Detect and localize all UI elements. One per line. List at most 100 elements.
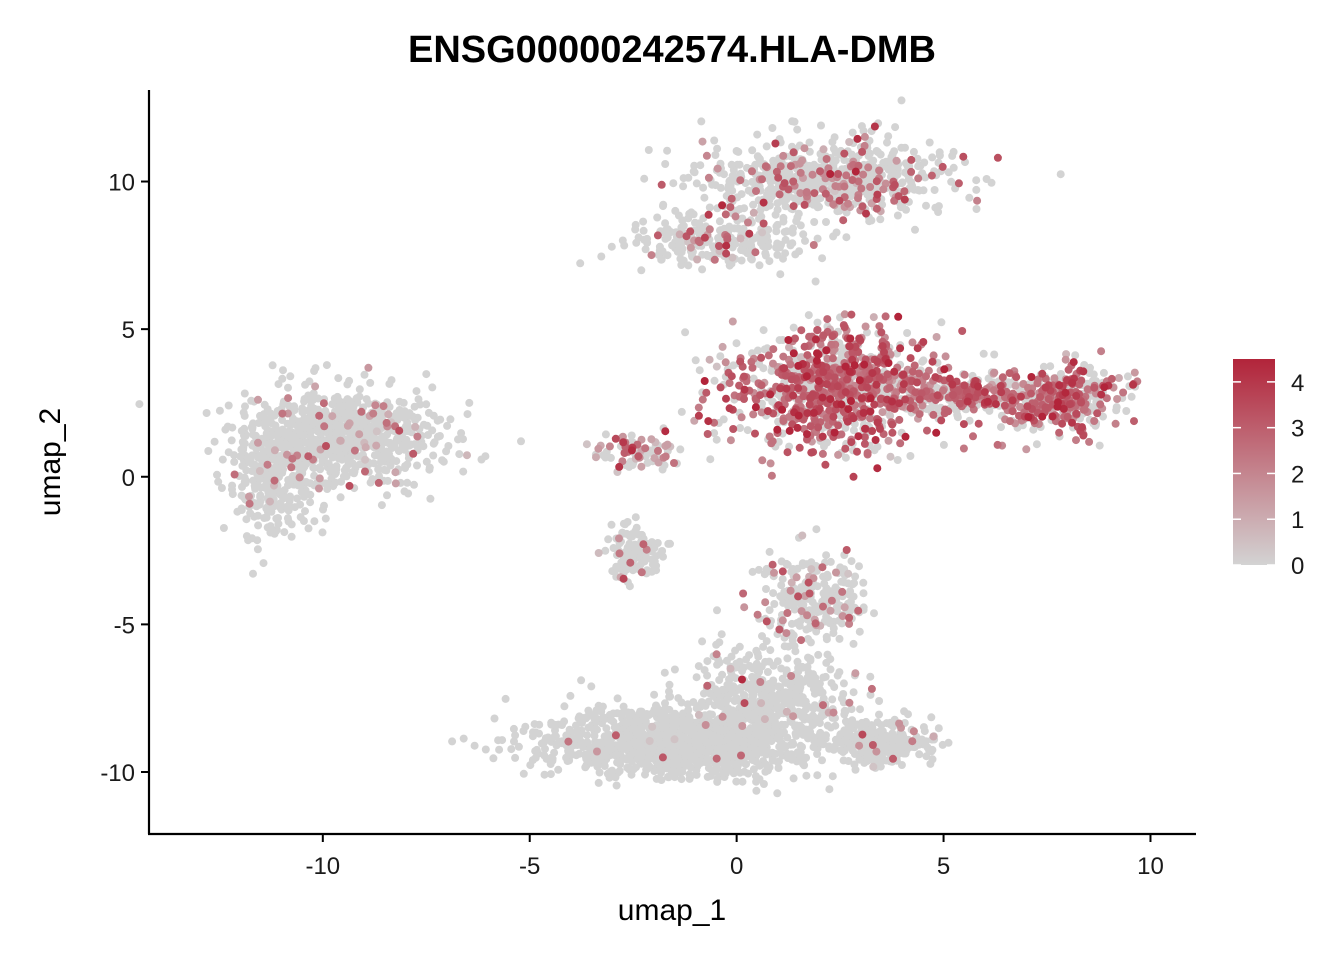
cell-point: [368, 475, 377, 484]
cell-point: [287, 440, 296, 449]
cell-point: [411, 422, 420, 431]
cell-point: [309, 463, 318, 472]
cell-point: [254, 395, 262, 404]
cell-point: [632, 238, 641, 247]
cell-point: [631, 513, 640, 522]
cell-point: [847, 150, 856, 159]
cell-point: [240, 389, 249, 398]
cell-point: [227, 436, 236, 445]
cell-point: [430, 438, 439, 447]
cell-point: [494, 736, 503, 745]
cell-point: [304, 524, 313, 533]
cell-point: [320, 501, 328, 510]
cell-point: [831, 182, 840, 191]
cell-point: [300, 492, 309, 501]
cell-point: [820, 579, 829, 588]
cell-point: [374, 465, 383, 474]
cell-point: [413, 432, 422, 441]
cell-point: [676, 445, 685, 454]
cell-point: [254, 453, 263, 462]
cell-point: [254, 419, 263, 427]
cell-point: [800, 144, 809, 153]
cell-point: [771, 210, 780, 219]
cell-point: [264, 445, 273, 454]
cell-point: [459, 467, 468, 476]
cell-point: [762, 637, 771, 646]
cell-point: [610, 723, 619, 732]
cell-point: [599, 713, 608, 722]
cell-point: [757, 662, 766, 671]
cell-point: [830, 683, 839, 691]
cell-point: [293, 494, 302, 503]
cell-point: [844, 723, 853, 732]
cell-point: [677, 775, 686, 784]
cell-point: [815, 202, 823, 211]
cell-point: [743, 426, 752, 435]
cell-point: [360, 417, 369, 426]
cell-point: [870, 446, 879, 455]
cell-point: [870, 609, 878, 618]
cell-point: [849, 639, 858, 648]
cell-point: [875, 697, 884, 705]
cell-point: [918, 357, 927, 366]
cell-point: [424, 431, 432, 439]
cell-point: [248, 467, 256, 475]
cell-point: [799, 759, 807, 768]
cell-point: [698, 250, 707, 259]
cell-point: [674, 768, 683, 777]
cell-point: [728, 688, 737, 697]
cell-point: [705, 745, 714, 754]
cell-point: [661, 717, 670, 726]
cell-point: [716, 352, 725, 361]
cell-point: [878, 408, 887, 417]
cell-point: [647, 251, 656, 260]
cell-point: [766, 646, 775, 655]
cell-point: [328, 412, 337, 421]
cell-point: [507, 745, 516, 754]
cell-point: [809, 704, 818, 713]
cell-point: [135, 400, 144, 409]
cell-point: [747, 254, 755, 263]
cell-point: [675, 230, 684, 239]
cell-point: [764, 225, 773, 234]
cell-point: [914, 162, 923, 171]
cell-point: [596, 741, 605, 750]
cell-point: [840, 578, 849, 587]
cell-point: [308, 396, 317, 404]
cell-point: [859, 578, 868, 587]
cell-point: [755, 261, 764, 270]
cell-point: [710, 376, 719, 385]
cell-point: [832, 568, 840, 577]
cell-point: [470, 741, 479, 750]
cell-point: [425, 463, 434, 472]
cell-point: [713, 761, 722, 769]
cell-point: [637, 462, 646, 471]
cell-point: [594, 444, 603, 453]
cell-point: [410, 440, 419, 449]
cell-point: [334, 374, 343, 383]
cell-point: [224, 448, 233, 457]
cell-point: [817, 121, 825, 130]
cell-point: [218, 455, 227, 464]
cell-point: [766, 184, 775, 192]
cell-point: [831, 584, 840, 593]
cell-point: [695, 366, 704, 375]
cell-point: [696, 161, 705, 170]
cell-point: [612, 562, 621, 571]
cell-point: [915, 750, 924, 759]
cell-point: [360, 370, 369, 379]
cell-point: [710, 136, 719, 145]
cell-point: [311, 364, 320, 373]
cell-point: [629, 551, 638, 560]
cell-point: [829, 629, 838, 638]
cell-point: [810, 736, 819, 745]
cell-point: [315, 474, 324, 483]
cell-point: [253, 511, 262, 520]
cell-point: [763, 344, 772, 353]
cell-point: [428, 383, 437, 392]
cell-point: [347, 452, 355, 461]
cell-point: [528, 732, 537, 741]
cell-point: [925, 746, 934, 755]
cell-point: [224, 401, 233, 410]
cell-point: [655, 246, 664, 255]
